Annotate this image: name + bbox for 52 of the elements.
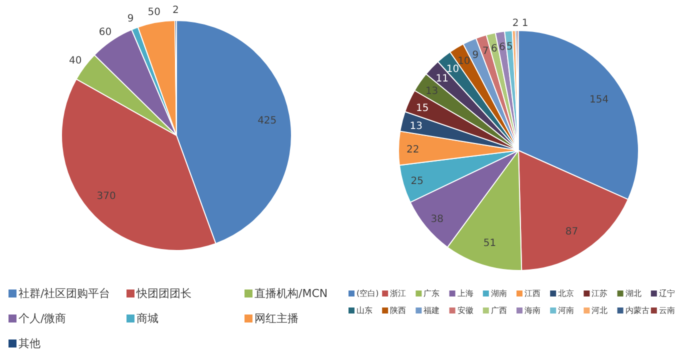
data-label: 2 — [172, 5, 179, 16]
data-label: 51 — [483, 238, 496, 250]
data-label: 87 — [565, 226, 578, 238]
legend-label: 广东 — [424, 289, 440, 298]
legend-label: 山东 — [356, 306, 372, 315]
legend-label: 河南 — [558, 306, 574, 315]
data-label: 6 — [499, 42, 506, 54]
legend-label: 辽宁 — [658, 289, 675, 298]
data-label: 11 — [436, 74, 449, 85]
legend-label: 海南 — [524, 306, 540, 315]
data-label: 154 — [590, 94, 609, 106]
legend-label: (空白) — [356, 289, 379, 298]
data-label: 15 — [416, 102, 429, 114]
legend-label: 商城 — [136, 312, 158, 325]
data-label: 7 — [482, 46, 489, 58]
data-label: 1 — [522, 18, 528, 30]
data-label: 38 — [430, 214, 444, 225]
data-label: 6 — [490, 44, 498, 55]
legend-label: 湖南 — [490, 289, 507, 298]
data-label: 2 — [512, 18, 519, 30]
legend-label: 河北 — [592, 306, 608, 315]
legend-label: 其他 — [18, 337, 40, 350]
legend-label: 北京 — [558, 289, 574, 298]
legend-label: 云南 — [658, 306, 675, 315]
data-label: 5 — [506, 41, 513, 52]
legend-label: 江苏 — [592, 289, 608, 298]
legend-label: 直播机构/MCN — [254, 287, 328, 300]
legend-label: 广西 — [490, 306, 507, 315]
data-label: 13 — [410, 120, 422, 132]
data-label: 40 — [68, 56, 82, 67]
data-label: 9 — [127, 14, 134, 25]
legend-label: 社群/社区团购平台 — [18, 287, 110, 300]
data-label: 425 — [258, 116, 277, 127]
legend-label: 个人/微商 — [18, 312, 66, 325]
legend-label: 网红主播 — [254, 312, 298, 325]
data-label: 10 — [446, 64, 460, 75]
legend-label: 陕西 — [390, 306, 406, 315]
data-label: 60 — [98, 26, 112, 38]
legend-label: 江西 — [524, 289, 540, 298]
data-label: 25 — [410, 176, 424, 188]
legend-label: 湖北 — [625, 289, 642, 298]
legend-label: 浙江 — [390, 289, 406, 298]
legend-label: 福建 — [424, 306, 440, 315]
data-label: 50 — [148, 6, 161, 18]
legend-label: 上海 — [457, 289, 474, 298]
data-label: 10 — [458, 56, 470, 68]
data-label: 9 — [472, 50, 479, 62]
data-label: 370 — [96, 190, 116, 202]
legend-label: 安徽 — [457, 306, 474, 315]
legend-label: 内蒙古 — [625, 306, 650, 315]
data-label: 22 — [406, 144, 420, 156]
legend-label: 快团团团长 — [136, 287, 192, 300]
